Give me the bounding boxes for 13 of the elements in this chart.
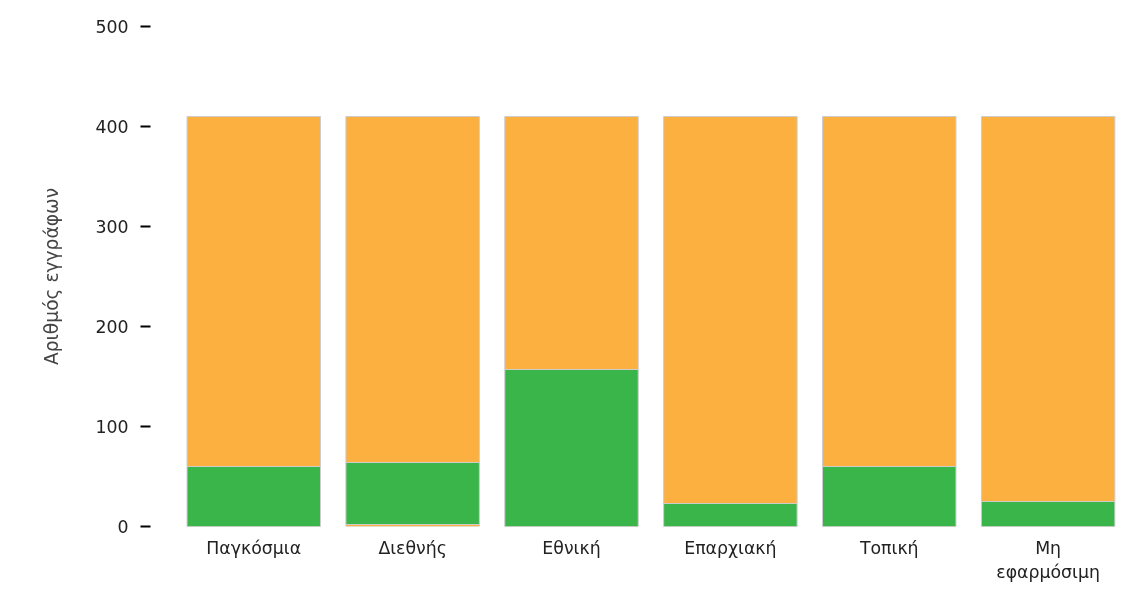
y-tick-label: 500	[95, 17, 129, 37]
x-tick-label: Παγκόσμια	[206, 537, 302, 558]
y-tick-label: 300	[95, 217, 129, 237]
y-axis-title: Αριθμός εγγράφων	[41, 187, 63, 366]
y-tick-label: 0	[117, 517, 129, 537]
y-tick-label: 100	[95, 417, 129, 437]
y-tick-label: 400	[95, 117, 129, 137]
x-tick-label: Μη εφαρμόσιμη	[996, 537, 1100, 582]
x-tick-label: Διεθνής	[378, 537, 447, 558]
x-tick-label: Τοπική	[858, 537, 919, 558]
y-tick-label: 200	[95, 317, 129, 337]
x-tick-label: Εθνική	[542, 537, 601, 558]
x-tick-label: Επαρχιακή	[684, 537, 777, 558]
